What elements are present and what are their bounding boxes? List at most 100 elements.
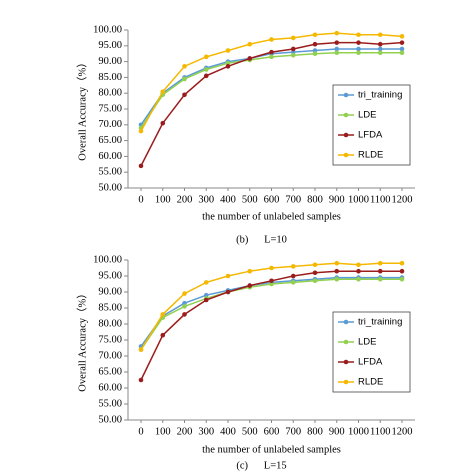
legend-box (332, 84, 411, 166)
caption: (c) L=15 (236, 460, 286, 471)
point (377, 50, 383, 56)
point (290, 35, 296, 41)
y-axis-label: Overall Accuracy（%） (76, 57, 88, 161)
point (203, 280, 209, 285)
point (269, 281, 274, 287)
point (334, 50, 340, 56)
x-tick-label: 900 (329, 194, 345, 205)
point (182, 92, 187, 98)
point (312, 32, 318, 38)
point (225, 289, 231, 295)
point (377, 268, 383, 274)
x-tick-label: 0 (138, 194, 143, 205)
x-tick-label: 0 (138, 426, 143, 437)
y-tick-label: 50.00 (98, 414, 122, 425)
y-tick-label: 95.00 (98, 270, 122, 281)
point (377, 41, 383, 47)
point (203, 73, 209, 79)
legend-label: LDE (358, 110, 376, 121)
point (290, 52, 296, 58)
y-tick-label: 90.00 (98, 286, 122, 297)
point (138, 377, 144, 383)
point (334, 46, 340, 52)
point (399, 268, 405, 274)
point (312, 48, 318, 53)
x-tick-label: 800 (307, 426, 323, 437)
point (182, 300, 187, 306)
x-tick-label: 600 (264, 194, 280, 205)
y-tick-label: 75.00 (98, 334, 122, 345)
legend-label: LDE (358, 337, 376, 348)
x-tick-label: 600 (264, 426, 280, 437)
point (269, 49, 274, 55)
legend-marker (343, 339, 349, 345)
x-tick-label: 1100 (370, 194, 391, 205)
point (377, 276, 383, 282)
point (356, 268, 361, 274)
x-tick-label: 900 (329, 426, 345, 437)
point (225, 64, 231, 69)
point (203, 292, 209, 298)
point (290, 280, 296, 285)
point (399, 40, 405, 45)
x-tick-label: 1000 (348, 194, 369, 205)
point (269, 265, 274, 271)
point (334, 40, 340, 45)
caption: (b) L=10 (236, 234, 287, 245)
y-tick-label: 65.00 (98, 366, 122, 377)
point (399, 260, 405, 266)
point (203, 297, 209, 303)
legend-marker (343, 319, 349, 325)
x-tick-label: 1200 (392, 426, 413, 437)
point (138, 128, 144, 134)
legend-marker (343, 359, 349, 365)
y-tick-label: 65.00 (98, 135, 122, 146)
point (203, 54, 209, 60)
point (160, 89, 166, 94)
y-tick-label: 55.00 (98, 167, 122, 178)
y-tick-label: 85.00 (98, 302, 122, 313)
legend-marker (343, 379, 349, 385)
y-tick-label: 85.00 (98, 72, 122, 83)
point (377, 260, 383, 266)
x-tick-label: 1000 (348, 426, 369, 437)
y-tick-label: 70.00 (98, 119, 122, 130)
x-tick-label: 300 (198, 426, 214, 437)
point (247, 41, 253, 47)
y-tick-label: 50.00 (98, 182, 122, 193)
point (247, 283, 253, 288)
point (334, 260, 340, 266)
y-tick-label: 100.00 (93, 254, 122, 265)
legend-marker (343, 132, 349, 138)
y-tick-label: 75.00 (98, 103, 122, 114)
point (225, 273, 231, 279)
x-tick-label: 200 (177, 194, 193, 205)
point (160, 332, 166, 338)
legend-label: RLDE (358, 150, 383, 161)
x-tick-label: 100 (155, 426, 171, 437)
point (182, 304, 187, 309)
legend-label: tri_training (358, 90, 402, 101)
x-tick-label: 700 (285, 426, 301, 437)
point (160, 312, 166, 317)
point (138, 163, 144, 169)
point (356, 276, 361, 282)
point (182, 64, 187, 69)
legend-label: tri_training (358, 317, 402, 328)
x-tick-label: 100 (155, 194, 171, 205)
legend-marker (343, 112, 349, 118)
x-tick-label: 500 (242, 194, 258, 205)
y-tick-label: 55.00 (98, 398, 122, 409)
point (182, 291, 187, 296)
x-tick-label: 200 (177, 426, 193, 437)
x-tick-label: 800 (307, 194, 323, 205)
y-axis-label: Overall Accuracy（%） (76, 288, 88, 392)
point (203, 67, 209, 72)
point (290, 46, 296, 52)
point (247, 56, 253, 61)
legend-marker (343, 92, 349, 98)
point (290, 264, 296, 269)
y-tick-label: 60.00 (98, 382, 122, 393)
legend-label: RLDE (358, 377, 383, 388)
y-tick-label: 90.00 (98, 56, 122, 67)
